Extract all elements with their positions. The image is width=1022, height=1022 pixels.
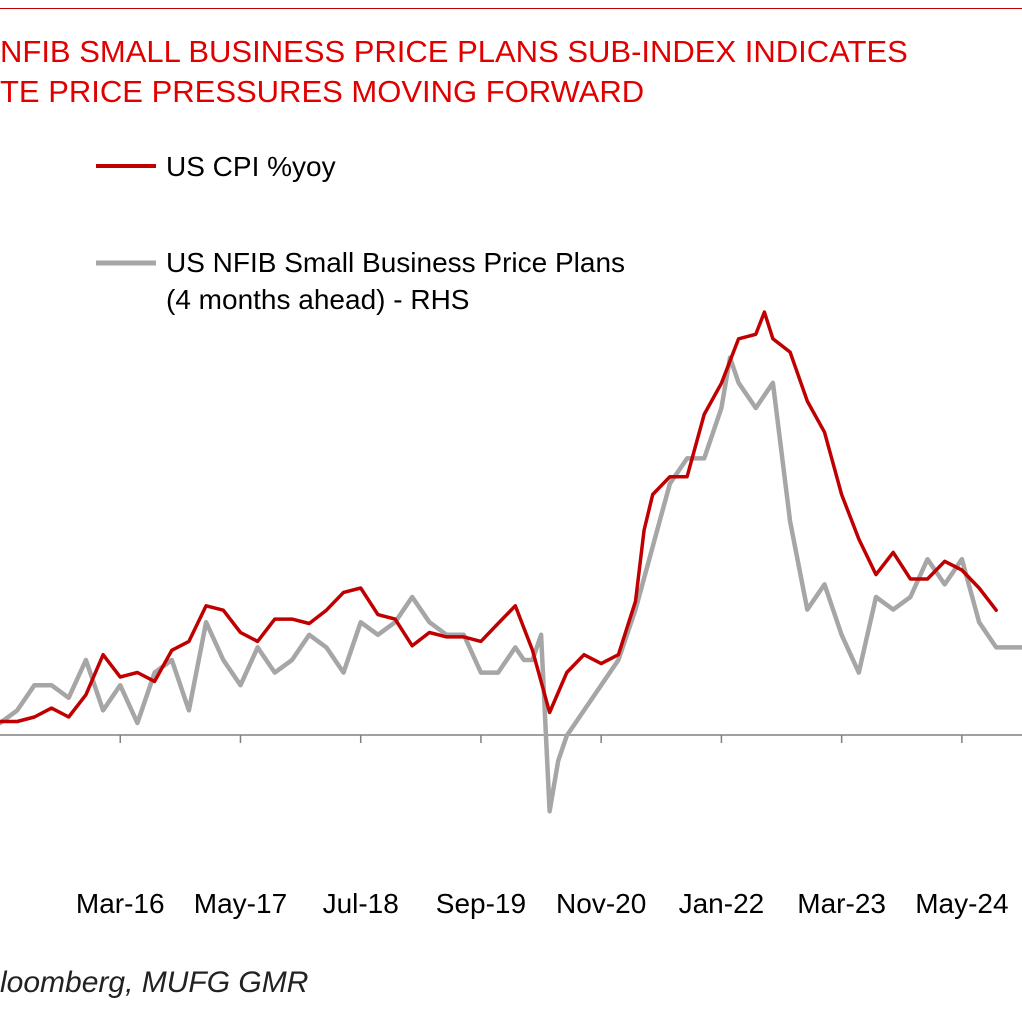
series-lines: [0, 310, 1022, 814]
x-axis-tick-labels: Mar-16 May-17 Jul-18 Sep-19 Nov-20 Jan-22 Mar-…: [76, 888, 1009, 919]
source-note: loomberg, MUFG GMR: [0, 966, 309, 999]
x-tick-label: Sep-19: [436, 888, 526, 919]
x-axis-ticks: [119, 735, 963, 743]
x-tick-label: May-24: [915, 888, 1008, 919]
x-tick-label: Mar-23: [797, 888, 886, 919]
chart-title-line-2: TE PRICE PRESSURES MOVING FORWARD: [0, 74, 645, 109]
x-tick-label: Nov-20: [556, 888, 646, 919]
legend: US CPI %yoy US NFIB Small Business Price…: [96, 151, 633, 315]
series-line-us-cpi: [0, 310, 998, 724]
legend-label-nfib-line-1: US NFIB Small Business Price Plans: [166, 247, 625, 278]
top-rule: [0, 8, 1022, 9]
legend-label-nfib-price-plans: US NFIB Small Business Price Plans (4 mo…: [166, 247, 633, 315]
legend-label-us-cpi: US CPI %yoy: [166, 151, 336, 182]
x-tick-label: May-17: [194, 888, 287, 919]
x-tick-label: Mar-16: [76, 888, 165, 919]
legend-label-nfib-line-2: (4 months ahead) - RHS: [166, 284, 469, 315]
chart-title-line-1: NFIB SMALL BUSINESS PRICE PLANS SUB-INDE…: [0, 34, 908, 69]
series-line-nfib-price-plans: [0, 355, 1022, 814]
chart-title: NFIB SMALL BUSINESS PRICE PLANS SUB-INDE…: [0, 32, 1022, 112]
x-tick-label: Jul-18: [323, 888, 399, 919]
x-tick-label: Jan-22: [679, 888, 765, 919]
